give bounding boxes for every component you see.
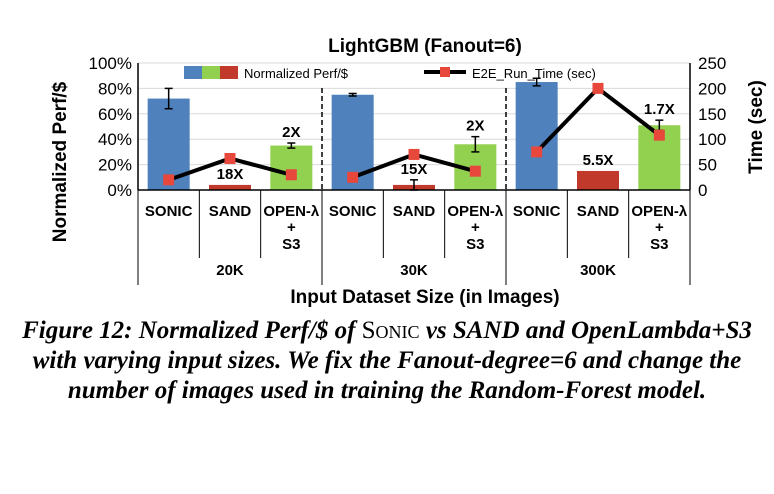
x-tick-label: SONIC bbox=[329, 203, 377, 220]
x-axis-label: Input Dataset Size (in Images) bbox=[290, 287, 559, 308]
runtime-marker bbox=[163, 174, 175, 186]
runtime-marker bbox=[592, 82, 604, 94]
bar bbox=[270, 145, 313, 190]
y2-tick-label: 50 bbox=[698, 156, 717, 175]
x-tick-label: OPEN-λ bbox=[631, 203, 688, 220]
runtime-marker bbox=[408, 148, 420, 160]
bar-label: 2X bbox=[282, 124, 300, 141]
bar bbox=[209, 184, 251, 190]
x-tick-label: SAND bbox=[393, 203, 436, 220]
y-tick-label: 100% bbox=[89, 54, 132, 73]
legend-label: E2E_Run_Time (sec) bbox=[472, 66, 596, 81]
figure-caption: Figure 12: Normalized Perf/$ of Sonic vs… bbox=[0, 316, 774, 406]
x-tick-label: OPEN-λ bbox=[447, 203, 504, 220]
y2-tick-label: 150 bbox=[698, 105, 726, 124]
chart-title: LightGBM (Fanout=6) bbox=[328, 36, 522, 57]
bar-label: 18X bbox=[217, 166, 244, 183]
group-label: 300K bbox=[580, 262, 616, 279]
group-label: 20K bbox=[216, 262, 244, 279]
y2-tick-label: 0 bbox=[698, 181, 707, 200]
y-tick-label: 20% bbox=[98, 156, 132, 175]
bar-label: 15X bbox=[401, 161, 428, 178]
y-tick-label: 60% bbox=[98, 105, 132, 124]
caption-part-1: Figure 12: Normalized Perf/$ of bbox=[22, 317, 362, 344]
x-tick-label: SONIC bbox=[513, 203, 561, 220]
legend-swatch bbox=[220, 66, 238, 79]
x-tick-label: + bbox=[471, 219, 480, 236]
x-tick-label: S3 bbox=[466, 236, 484, 253]
x-tick-label: SAND bbox=[209, 203, 252, 220]
runtime-marker bbox=[347, 171, 359, 183]
x-tick-label: + bbox=[655, 219, 664, 236]
runtime-marker bbox=[285, 169, 297, 181]
bar-label: 2X bbox=[466, 118, 484, 135]
legend-swatch bbox=[202, 66, 220, 79]
x-tick-label: S3 bbox=[650, 236, 668, 253]
legend-swatch bbox=[184, 66, 202, 79]
y2-tick-label: 250 bbox=[698, 54, 726, 73]
runtime-marker bbox=[469, 165, 481, 177]
y-tick-label: 40% bbox=[98, 130, 132, 149]
y-tick-label: 0% bbox=[107, 181, 132, 200]
bar bbox=[577, 170, 619, 190]
bar-label: 5.5X bbox=[583, 152, 614, 169]
y2-axis-label: Time (sec) bbox=[746, 80, 767, 174]
legend-marker bbox=[440, 67, 450, 77]
caption-sonic: Sonic bbox=[361, 317, 420, 344]
caption-part-2: vs SAND and OpenLambda+S3 with varying i… bbox=[32, 317, 752, 404]
x-tick-label: + bbox=[287, 219, 296, 236]
y-axis-label: Normalized Perf/$ bbox=[50, 81, 71, 242]
bar-label: 1.7X bbox=[644, 101, 675, 118]
x-tick-label: SONIC bbox=[145, 203, 193, 220]
y2-tick-label: 200 bbox=[698, 79, 726, 98]
legend: Normalized Perf/$ E2E_Run_Time (sec) bbox=[184, 66, 596, 81]
legend-label: Normalized Perf/$ bbox=[244, 66, 349, 81]
y2-tick-label: 100 bbox=[698, 130, 726, 149]
x-tick-label: OPEN-λ bbox=[263, 203, 320, 220]
y-tick-label: 80% bbox=[98, 79, 132, 98]
runtime-marker bbox=[653, 129, 665, 141]
x-tick-label: SAND bbox=[577, 203, 620, 220]
runtime-marker bbox=[224, 153, 236, 165]
group-label: 30K bbox=[400, 262, 428, 279]
x-tick-label: S3 bbox=[282, 236, 300, 253]
chart: LightGBM (Fanout=6) Normalized Perf/$ E2E… bbox=[50, 36, 767, 308]
runtime-marker bbox=[531, 146, 543, 158]
